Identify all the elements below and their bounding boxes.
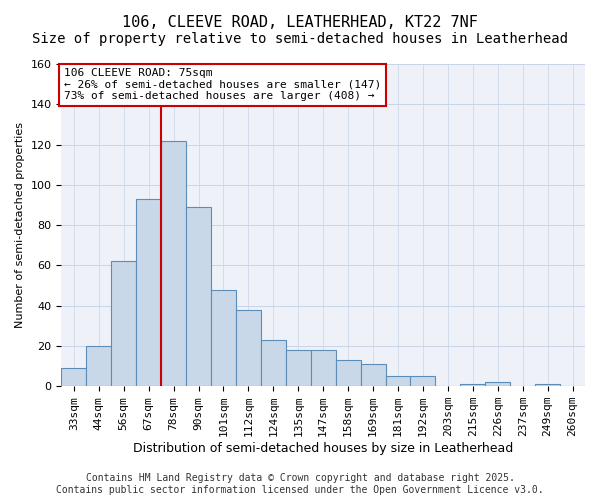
Bar [311, 350, 335, 386]
Bar [261, 340, 286, 386]
Bar [236, 310, 261, 386]
Bar [410, 376, 436, 386]
Text: Size of property relative to semi-detached houses in Leatherhead: Size of property relative to semi-detach… [32, 32, 568, 46]
Bar [61, 368, 86, 386]
Bar [211, 290, 236, 386]
Bar [186, 207, 211, 386]
Bar [111, 262, 136, 386]
X-axis label: Distribution of semi-detached houses by size in Leatherhead: Distribution of semi-detached houses by … [133, 442, 514, 455]
Text: Contains HM Land Registry data © Crown copyright and database right 2025.
Contai: Contains HM Land Registry data © Crown c… [56, 474, 544, 495]
Bar [535, 384, 560, 386]
Y-axis label: Number of semi-detached properties: Number of semi-detached properties [15, 122, 25, 328]
Bar [286, 350, 311, 386]
Text: 106 CLEEVE ROAD: 75sqm
← 26% of semi-detached houses are smaller (147)
73% of se: 106 CLEEVE ROAD: 75sqm ← 26% of semi-det… [64, 68, 381, 101]
Bar [161, 140, 186, 386]
Bar [361, 364, 386, 386]
Bar [485, 382, 510, 386]
Bar [386, 376, 410, 386]
Bar [335, 360, 361, 386]
Bar [86, 346, 111, 386]
Bar [136, 199, 161, 386]
Bar [460, 384, 485, 386]
Text: 106, CLEEVE ROAD, LEATHERHEAD, KT22 7NF: 106, CLEEVE ROAD, LEATHERHEAD, KT22 7NF [122, 15, 478, 30]
